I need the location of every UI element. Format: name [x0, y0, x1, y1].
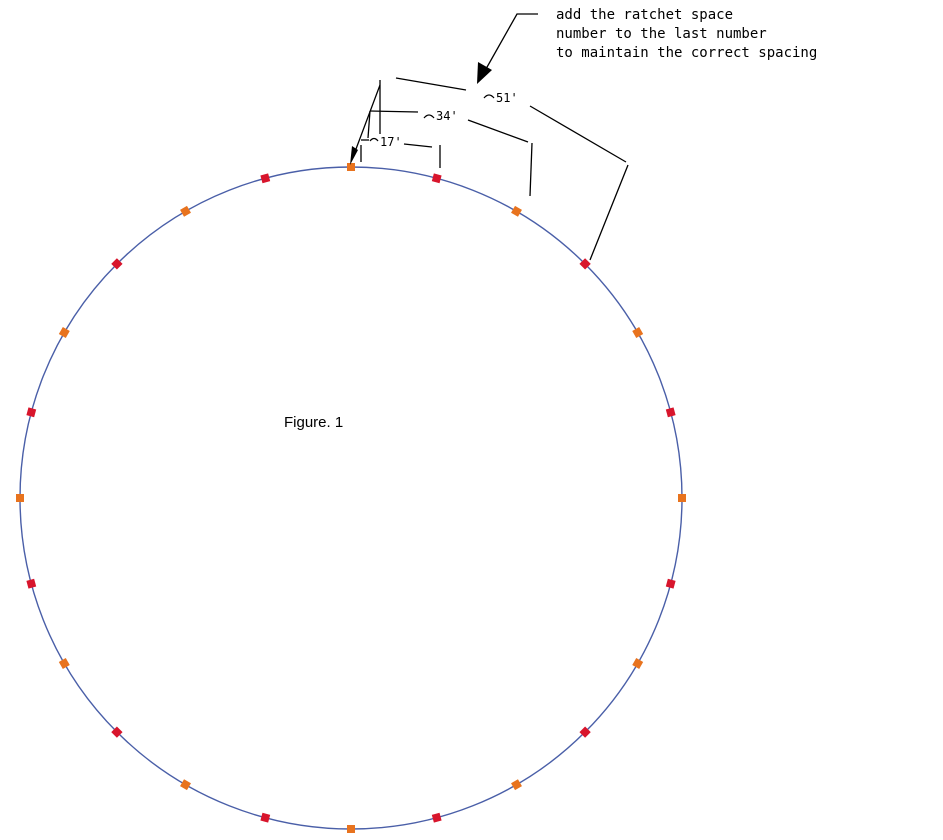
note-line-1: add the ratchet space	[556, 7, 733, 23]
dimension-17: 17'	[360, 135, 441, 168]
dimension-51: 51'	[379, 77, 629, 261]
leader-arrowhead	[350, 146, 358, 165]
dimension-34: 34'	[367, 109, 533, 197]
note-line-2: number to the last number	[556, 26, 767, 42]
note-arrow	[477, 13, 538, 84]
ratchet-marker	[431, 173, 442, 184]
ratchet-marker	[632, 327, 644, 338]
ratchet-markers	[16, 163, 686, 833]
ratchet-marker	[678, 494, 686, 502]
leader-to-top-marker	[352, 84, 381, 158]
ratchet-marker	[431, 812, 442, 823]
ratchet-marker	[58, 327, 70, 338]
ratchet-marker	[16, 494, 24, 502]
ratchet-marker	[579, 726, 591, 738]
figure-label: Figure. 1	[284, 414, 343, 431]
ratchet-marker	[511, 779, 522, 791]
ratchet-marker	[260, 812, 271, 823]
dimension-51-label: 51'	[496, 91, 518, 105]
ratchet-marker	[665, 407, 676, 418]
ratchet-marker	[58, 658, 70, 669]
dimension-34-label: 34'	[436, 109, 458, 123]
ratchet-marker	[347, 825, 355, 833]
ratchet-marker	[26, 578, 37, 589]
ratchet-marker	[347, 163, 355, 171]
ratchet-marker	[260, 173, 271, 184]
note-line-3: to maintain the correct spacing	[556, 45, 817, 61]
ratchet-marker	[632, 658, 644, 669]
ratchet-marker	[579, 258, 591, 270]
ratchet-marker	[511, 205, 522, 217]
ratchet-marker	[180, 779, 191, 791]
ratchet-marker	[26, 407, 37, 418]
dimension-17-label: 17'	[380, 135, 402, 149]
ratchet-marker	[665, 578, 676, 589]
ratchet-marker	[180, 205, 191, 217]
